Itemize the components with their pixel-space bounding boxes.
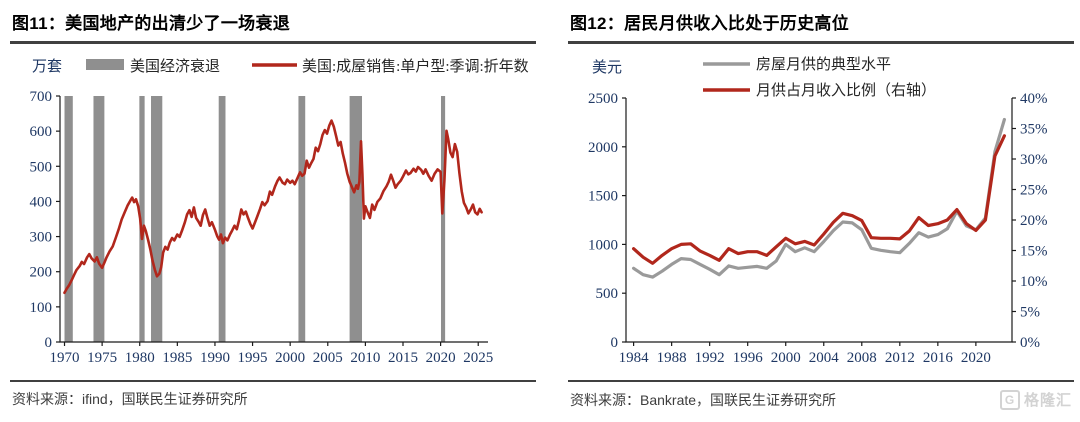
gelonghui-watermark: G 格隆汇 — [999, 389, 1072, 410]
left-axis-tick-label: 0 — [611, 335, 619, 351]
x-axis-tick-label: 2020 — [961, 350, 991, 366]
x-axis-tick-label: 1985 — [162, 350, 192, 366]
y-axis-unit-label: 万套 — [32, 58, 62, 75]
recession-band — [218, 96, 226, 342]
x-axis-tick-label: 1992 — [695, 350, 725, 366]
x-axis-tick-label: 1980 — [125, 350, 155, 366]
recession-band — [139, 96, 145, 342]
figure-11-chart: 0 100 200 300 400 500 600 700 1970 1975 1980 1985 19… — [10, 46, 536, 380]
x-axis-tick-label: 2016 — [923, 350, 954, 366]
x-axis-tick-label: 2020 — [426, 350, 456, 366]
recession-band — [151, 96, 163, 342]
left-axis-tick-label: 1000 — [588, 237, 618, 253]
x-axis-tick-label: 1990 — [200, 350, 230, 366]
x-axis-tick-label: 1970 — [50, 350, 80, 366]
x-axis-tick-label: 2004 — [809, 350, 840, 366]
axis-ticks — [56, 95, 479, 346]
x-axis-tick-label: 1984 — [619, 350, 650, 366]
ratio-legend-label: 月供占月收入比例（右轴） — [756, 82, 936, 99]
payment-income-ratio-line — [631, 134, 1006, 265]
x-axis-tick-label: 2000 — [275, 350, 305, 366]
monthly-payment-line — [631, 117, 1006, 279]
home-sales-line — [63, 119, 483, 295]
left-axis-tick-label: 1500 — [588, 189, 618, 205]
x-axis-tick-label: 1975 — [87, 350, 117, 366]
y-axis-tick-label: 400 — [30, 194, 53, 210]
recession-band — [64, 96, 73, 342]
gelonghui-logo-icon: G — [999, 389, 1020, 410]
x-axis-tick-label: 2025 — [463, 350, 493, 366]
recession-band — [298, 96, 306, 342]
recession-band — [93, 96, 105, 342]
left-axis-tick-label: 2500 — [588, 91, 618, 107]
y-axis-tick-label: 300 — [30, 230, 53, 246]
left-axis-tick-label: 500 — [596, 286, 619, 302]
axis-ticks — [622, 97, 1016, 346]
right-axis-tick-label: 10% — [1020, 274, 1048, 290]
payment-legend-label: 房屋月供的典型水平 — [756, 56, 891, 73]
gelonghui-watermark-text: 格隆汇 — [1023, 392, 1072, 409]
right-axis-tick-label: 30% — [1020, 152, 1048, 168]
x-axis-tick-label: 1995 — [238, 350, 268, 366]
recession-band — [349, 96, 363, 342]
figure-12-chart: 0 500 1000 1500 2000 2500 0% 5% 10% 15% 20% 25% 30% 3… — [568, 46, 1074, 380]
x-axis-tick-label: 1988 — [657, 350, 687, 366]
x-axis-tick-label: 2005 — [313, 350, 343, 366]
y-axis-tick-label: 500 — [30, 159, 53, 175]
figure-11-canvas: 0 100 200 300 400 500 600 700 1970 1975 1980 1985 19… — [30, 58, 529, 366]
left-axis-tick-label: 2000 — [588, 140, 618, 156]
figure-11-legend: 美国经济衰退 美国:成屋销售:单户型:季调:折年数 — [86, 58, 529, 75]
y-axis-tick-label: 700 — [30, 89, 53, 105]
x-axis-tick-label: 2000 — [771, 350, 801, 366]
recession-bands — [64, 96, 446, 342]
y-axis-tick-label: 200 — [30, 265, 53, 281]
right-axis-tick-label: 20% — [1020, 213, 1048, 229]
figure-12-title: 图12：居民月供收入比处于历史高位 — [568, 6, 1074, 44]
right-axis-tick-label: 35% — [1020, 122, 1048, 138]
x-axis-tick-label: 2015 — [388, 350, 418, 366]
right-axis-tick-label: 5% — [1020, 305, 1040, 321]
sales-legend-label: 美国:成屋销售:单户型:季调:折年数 — [302, 58, 529, 75]
recession-band — [440, 96, 446, 342]
recession-legend-swatch — [86, 59, 124, 70]
figure-12-canvas: 0 500 1000 1500 2000 2500 0% 5% 10% 15% 20% 25% 30% 3… — [588, 56, 1048, 366]
recession-legend-label: 美国经济衰退 — [130, 58, 220, 75]
x-axis-tick-label: 2008 — [847, 350, 877, 366]
axis-lines — [625, 98, 1013, 343]
left-axis-unit-label: 美元 — [592, 59, 622, 76]
x-axis-tick-label: 2010 — [350, 350, 380, 366]
right-axis-tick-label: 25% — [1020, 183, 1048, 199]
figure-12-source-text: 资料来源：Bankrate，国联民生证券研究所 — [570, 391, 837, 408]
figure-11-source-text: 资料来源：ifind，国联民生证券研究所 — [12, 391, 248, 407]
right-axis-tick-label: 0% — [1020, 335, 1040, 351]
figure-11: 图11：美国地产的出清少了一场衰退 0 100 200 300 400 500 600 700… — [10, 6, 536, 410]
figure-11-title: 图11：美国地产的出清少了一场衰退 — [10, 6, 536, 44]
figure-12-source-row: 资料来源：Bankrate，国联民生证券研究所 G 格隆汇 — [568, 380, 1074, 410]
figure-11-source-row: 资料来源：ifind，国联民生证券研究所 — [10, 380, 536, 409]
report-figures-page: 图11：美国地产的出清少了一场衰退 0 100 200 300 400 500 600 700… — [10, 6, 1074, 410]
y-axis-tick-label: 100 — [30, 300, 53, 316]
x-axis-tick-label: 1996 — [733, 350, 764, 366]
figure-12: 图12：居民月供收入比处于历史高位 0 500 1000 1500 2000 2500 0%… — [568, 6, 1074, 410]
x-axis-tick-label: 2012 — [885, 350, 915, 366]
axis-lines — [59, 96, 488, 343]
y-axis-tick-label: 600 — [30, 124, 53, 140]
right-axis-tick-label: 15% — [1020, 244, 1048, 260]
y-axis-tick-label: 0 — [45, 335, 53, 351]
right-axis-tick-label: 40% — [1020, 91, 1048, 107]
